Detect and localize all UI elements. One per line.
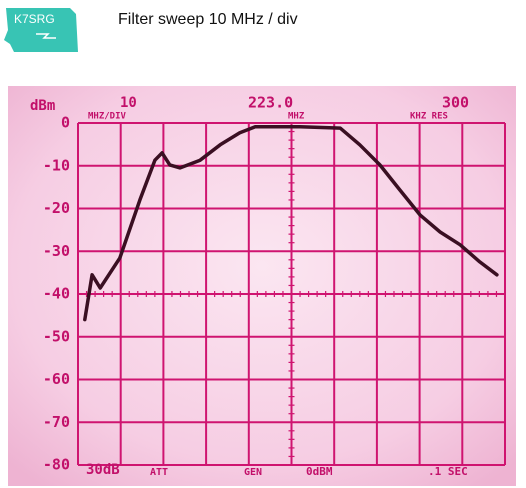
y-tick-label: -40 — [43, 285, 70, 303]
y-tick-label: -30 — [43, 242, 70, 260]
annotation: GEN — [244, 467, 262, 478]
y-tick-label: -70 — [43, 413, 70, 431]
annotation: .1 SEC — [428, 465, 468, 478]
plot-photo — [8, 86, 516, 486]
y-tick-label: -50 — [43, 327, 70, 345]
annotation: MHZ/DIV — [88, 112, 127, 122]
annotation: 223.0 — [248, 94, 293, 112]
annotation: MHZ — [288, 112, 305, 122]
annotation: KHZ RES — [410, 112, 448, 122]
annotation: 30dB — [86, 462, 120, 478]
y-tick-label: -20 — [43, 199, 70, 217]
logo-text: K7SRG — [14, 12, 55, 26]
annotation: 0dBM — [306, 465, 333, 478]
title: Filter sweep 10 MHz / div — [118, 11, 298, 28]
annotation: 300 — [442, 94, 469, 112]
logo: K7SRG — [4, 8, 78, 52]
logo-mark — [36, 33, 56, 39]
y-tick-label: -80 — [43, 456, 70, 474]
y-tick-label: 0 — [61, 114, 70, 132]
logo-shape — [4, 8, 78, 52]
y-tick-label: -60 — [43, 370, 70, 388]
trace — [83, 125, 499, 322]
annotation: ATT — [150, 467, 168, 478]
annotation: 10 — [120, 95, 137, 111]
y-axis-label: dBm — [30, 98, 55, 114]
y-tick-label: -10 — [43, 156, 70, 174]
